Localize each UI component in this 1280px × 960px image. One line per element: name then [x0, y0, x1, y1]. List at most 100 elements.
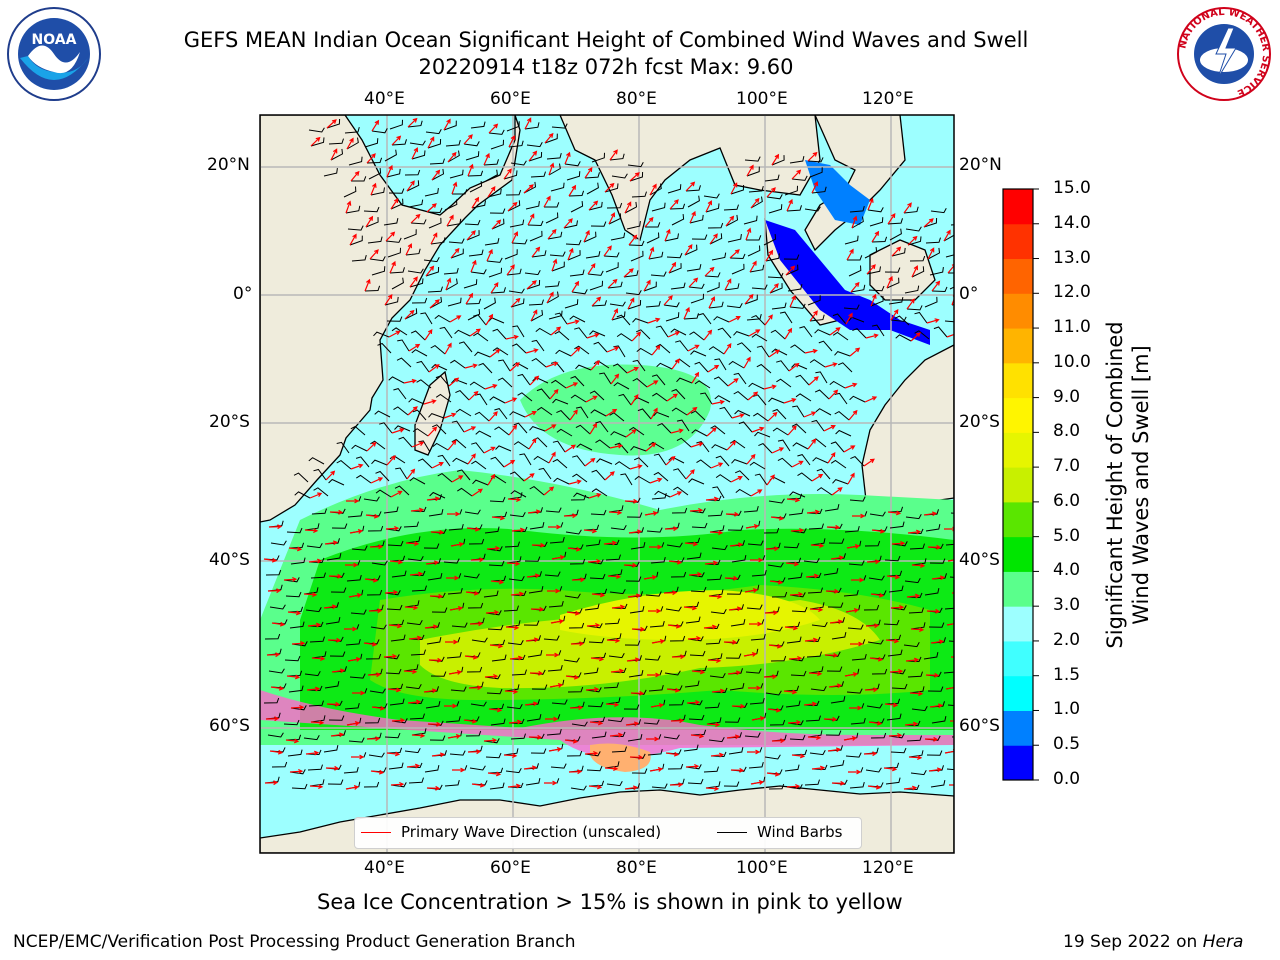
wind-barb — [784, 185, 798, 196]
wind-barb — [706, 574, 722, 581]
wave-direction-arrow — [607, 278, 618, 289]
wave-direction-arrow — [449, 606, 464, 611]
wave-direction-arrow — [450, 542, 465, 547]
wind-barb — [887, 506, 904, 513]
wind-barb — [553, 477, 570, 485]
wind-barb — [485, 752, 502, 759]
wave-direction-arrow — [946, 333, 954, 338]
wave-direction-arrow — [629, 464, 643, 470]
wind-barb — [448, 523, 464, 531]
wave-direction-arrow — [369, 249, 379, 260]
wind-barb — [305, 749, 322, 756]
wind-barb — [683, 744, 699, 752]
wave-direction-arrow — [350, 463, 364, 470]
wind-barb — [426, 636, 442, 645]
wind-barb — [531, 357, 547, 368]
wind-barb — [313, 487, 329, 497]
wind-barb — [543, 635, 560, 641]
wind-barb — [929, 267, 944, 276]
wave-direction-arrow — [609, 732, 624, 738]
wind-barb — [456, 469, 471, 481]
wind-barb — [895, 334, 912, 342]
wave-direction-arrow — [847, 472, 855, 485]
wind-barb — [809, 314, 825, 322]
wave-direction-arrow — [870, 293, 877, 307]
wind-barb — [344, 126, 360, 134]
wave-direction-arrow — [543, 486, 555, 496]
wind-barb — [330, 148, 344, 161]
wind-barb — [286, 670, 303, 677]
wind-barb — [714, 358, 727, 371]
wave-direction-arrow — [409, 276, 418, 288]
wave-direction-arrow — [728, 606, 743, 612]
wind-barb — [684, 680, 700, 688]
wave-direction-arrow — [691, 371, 700, 384]
wave-direction-arrow — [586, 622, 601, 628]
wave-direction-arrow — [685, 181, 696, 192]
wave-direction-arrow — [451, 181, 458, 195]
wind-barb — [735, 470, 750, 481]
wind-barb — [648, 251, 664, 260]
lon-label-top: 120°E — [862, 89, 914, 109]
wind-barb — [445, 715, 461, 723]
wind-barb — [544, 571, 561, 577]
wind-barb — [423, 256, 440, 263]
wind-barb — [766, 194, 783, 200]
wind-barb — [629, 605, 645, 614]
wind-barb — [689, 214, 704, 224]
wind-barb — [364, 285, 381, 292]
wind-barb — [784, 764, 800, 772]
wind-barb — [894, 315, 910, 326]
wind-barb — [705, 203, 720, 213]
wind-barb — [575, 424, 591, 435]
wave-direction-arrow — [466, 526, 481, 532]
wind-barb — [605, 262, 619, 273]
wave-direction-arrow — [731, 703, 746, 709]
legend-black-line-icon — [717, 831, 747, 833]
wind-barb — [546, 152, 562, 160]
wind-barb — [506, 268, 522, 276]
wave-direction-arrow — [509, 655, 524, 661]
wind-barb — [604, 618, 620, 625]
wave-direction-arrow — [446, 214, 454, 227]
wind-barb — [749, 264, 765, 273]
land-borneo — [869, 239, 936, 301]
wind-barb — [744, 156, 761, 162]
wind-barb — [630, 446, 647, 452]
land-india — [559, 115, 821, 242]
wind-barb — [731, 554, 747, 563]
wind-barb — [752, 394, 767, 406]
wind-barb — [890, 747, 907, 754]
wind-barb — [507, 782, 524, 789]
wind-barb — [907, 671, 923, 678]
wave-direction-arrow — [528, 438, 537, 450]
wind-barb — [548, 163, 561, 176]
wind-barb — [472, 479, 489, 486]
wind-barb — [791, 423, 807, 434]
wind-barb — [651, 202, 666, 212]
lat-label-left: 40°S — [209, 550, 250, 570]
wind-barb — [626, 221, 641, 230]
wind-barb — [329, 651, 346, 657]
wave-direction-arrow — [325, 765, 340, 771]
wave-direction-arrow — [549, 388, 559, 400]
wind-barb — [385, 237, 402, 243]
wave-direction-arrow — [591, 592, 606, 598]
wind-barb — [671, 214, 685, 226]
wind-barb — [565, 239, 582, 246]
wind-barb — [469, 381, 486, 390]
wind-barb — [628, 669, 644, 678]
wind-barb — [505, 767, 522, 774]
wind-barb — [687, 778, 704, 785]
wind-barb — [450, 248, 464, 259]
lat-label-left: 0° — [233, 284, 253, 304]
wind-barb — [887, 649, 903, 657]
wave-direction-arrow — [585, 686, 600, 692]
wave-direction-arrow — [686, 699, 701, 705]
wave-direction-arrow — [283, 576, 298, 582]
wind-barb — [607, 281, 623, 289]
wind-barb — [807, 730, 823, 738]
wave-direction-arrow — [309, 492, 323, 499]
wave-direction-arrow — [409, 571, 424, 577]
wind-barb — [905, 226, 922, 232]
